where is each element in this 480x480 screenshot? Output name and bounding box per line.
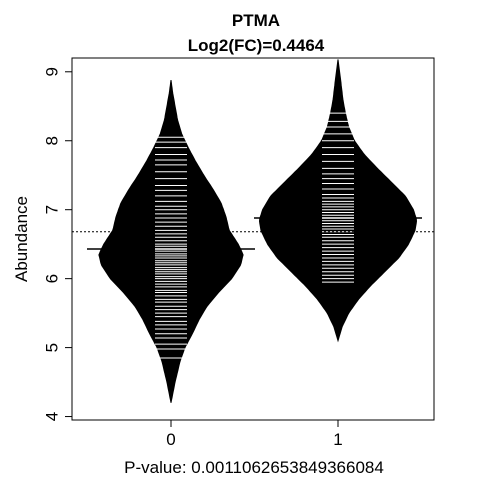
x-tick-label: 0 bbox=[166, 430, 175, 449]
beans-layer bbox=[98, 59, 418, 403]
y-axis: 4 5 6 7 8 9 bbox=[43, 67, 72, 421]
y-axis-label: Abundance bbox=[12, 196, 31, 282]
chart-title: PTMA bbox=[232, 11, 280, 30]
chart-subtitle: Log2(FC)=0.4464 bbox=[188, 36, 325, 55]
y-tick-label: 7 bbox=[43, 205, 62, 214]
overlay-layer bbox=[72, 217, 434, 250]
bean-group-1 bbox=[258, 59, 418, 343]
bean-group-0 bbox=[98, 80, 244, 403]
y-tick-label: 6 bbox=[43, 274, 62, 283]
y-tick-label: 8 bbox=[43, 136, 62, 145]
x-axis-label: P-value: 0.00110626538493660​84 bbox=[124, 458, 384, 477]
y-tick-label: 5 bbox=[43, 343, 62, 352]
y-tick-label: 4 bbox=[43, 412, 62, 421]
x-tick-label: 1 bbox=[333, 430, 342, 449]
y-tick-label: 9 bbox=[43, 67, 62, 76]
plot-frame bbox=[71, 57, 435, 421]
